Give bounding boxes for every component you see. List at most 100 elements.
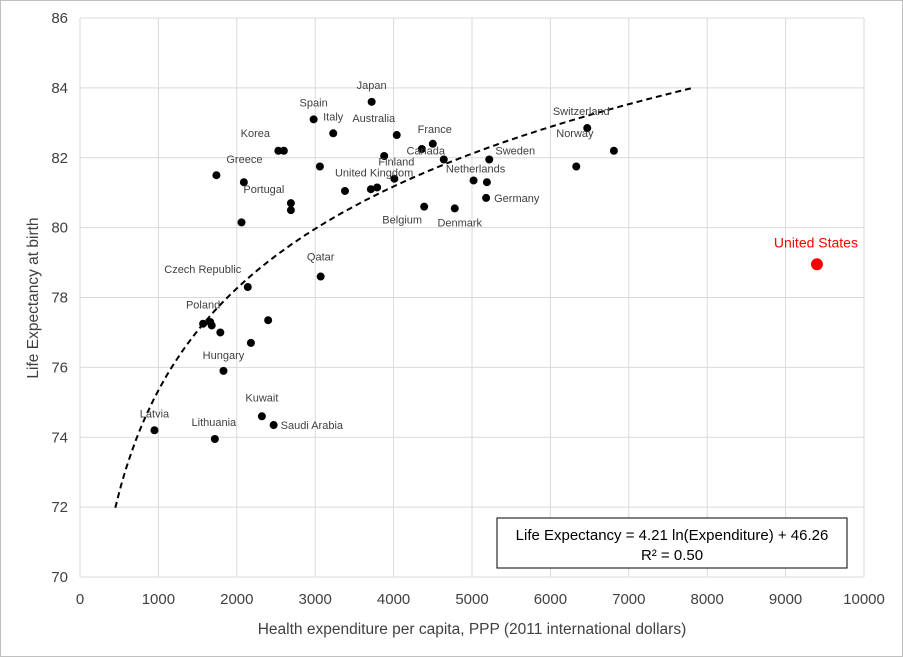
data-point [469,176,478,185]
data-point [439,155,448,164]
point-label: United Kingdom [335,167,413,179]
x-tick-label: 0 [76,591,84,608]
point-labels: Japan Spain Italy Australia Switzerland Franc… [140,80,858,432]
data-point [286,199,295,208]
data-point [239,178,248,187]
y-tick-label: 78 [51,290,68,307]
y-tick-label: 70 [51,569,68,586]
x-tick-label: 2000 [220,591,253,608]
data-point [199,319,208,328]
data-point [390,174,399,183]
y-tick-label: 84 [51,80,68,97]
data-point [237,218,246,227]
data-point [482,193,491,202]
point-label: Belgium [382,215,422,227]
data-point [417,145,426,154]
point-label: Japan [357,80,387,92]
x-tick-label: 1000 [142,591,175,608]
x-tick-label: 9000 [769,591,802,608]
data-point [264,316,273,325]
point-label: Hungary [203,350,245,362]
y-axis-title: Life Expectancy at birth [25,217,42,378]
x-tick-label: 3000 [299,591,332,608]
x-tick-label: 7000 [612,591,645,608]
point-label: Denmark [437,217,482,229]
data-point [286,206,295,215]
data-point [420,202,429,211]
data-point [316,272,325,281]
point-label: Portugal [243,184,284,196]
data-point [246,338,255,347]
data-point [150,426,159,435]
data-point [216,328,225,337]
highlight-point [810,258,823,271]
trendline [114,87,692,509]
data-point [482,178,491,187]
data-point [274,146,283,155]
data-point [367,97,376,106]
data-point [450,204,459,213]
point-label: Finland [378,157,414,169]
x-tick-label: 6000 [534,591,567,608]
highlight-label: United States [774,234,858,250]
trendline-path [114,87,692,509]
point-label: Norway [556,128,594,140]
data-point [279,146,288,155]
data-point [366,185,375,194]
data-point [609,146,618,155]
point-label: Czech Republic [164,264,242,276]
data-points [150,97,823,443]
point-label: Poland [186,300,220,312]
data-point [428,139,437,148]
point-label: Qatar [307,252,335,264]
y-tick-label: 76 [51,359,68,376]
data-point [210,434,219,443]
point-label: Greece [226,154,262,166]
data-point [207,321,216,330]
point-label: Latvia [140,408,170,420]
y-tick-label: 74 [51,429,68,446]
point-label: Korea [241,128,271,140]
equation-text: Life Expectancy = 4.21 ln(Expenditure) +… [516,527,829,544]
data-point [485,155,494,164]
y-tick-label: 86 [51,10,68,27]
data-point [583,124,592,133]
data-point [243,283,252,292]
data-point [309,115,318,124]
point-label: Switzerland [553,106,610,118]
point-label: Germany [494,193,540,205]
data-point [219,366,228,375]
data-point [572,162,581,171]
equation-box: Life Expectancy = 4.21 ln(Expenditure) +… [496,517,848,569]
axes: 0 1000 2000 3000 4000 5000 6000 7000 8000 9000 100… [51,10,885,608]
y-tick-label: 82 [51,150,68,167]
point-label: Spain [300,97,328,109]
x-tick-label: 5000 [455,591,488,608]
point-label: Italy [323,111,344,123]
r-squared-text: R² = 0.50 [641,547,703,564]
data-point [315,162,324,171]
data-point [329,129,338,138]
data-point [373,183,382,192]
y-tick-label: 80 [51,220,68,237]
point-label: Lithuania [192,417,238,429]
grid-lines [79,17,865,578]
data-point [380,152,389,161]
data-point [340,186,349,195]
y-tick-label: 72 [51,499,68,516]
x-tick-label: 10000 [843,591,885,608]
equation-box-border [496,517,848,569]
point-label: Saudi Arabia [281,420,344,432]
point-label: Netherlands [446,163,506,175]
x-axis-title: Health expenditure per capita, PPP (2011… [258,621,687,638]
point-label: Canada [407,145,446,157]
data-point [392,131,401,140]
x-tick-label: 8000 [691,591,724,608]
point-label: Sweden [495,145,535,157]
data-point [269,421,278,430]
point-label: France [418,124,452,136]
point-label: Australia [352,113,396,125]
x-tick-label: 4000 [377,591,410,608]
